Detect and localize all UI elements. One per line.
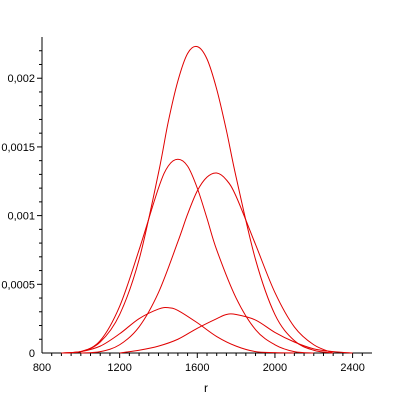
x-tick-label: 1200 [107, 362, 131, 374]
x-tick-label: 2400 [340, 362, 364, 374]
x-tick-label: 2000 [263, 362, 287, 374]
series-line-2 [61, 158, 314, 354]
y-tick-label: 0 [29, 348, 35, 360]
y-ticks: 0 0,0005 0,001 0,0015 0,002 [1, 50, 42, 360]
x-tick-label: 800 [33, 362, 51, 374]
series-line-3 [80, 172, 334, 354]
x-axis-title: r [204, 381, 208, 395]
series-line-1 [61, 45, 334, 354]
y-tick-label: 0,002 [7, 73, 35, 85]
y-tick-label: 0,0005 [1, 279, 35, 291]
curves [61, 45, 353, 354]
series-line-4 [61, 307, 295, 354]
x-tick-label: 1600 [185, 362, 209, 374]
x-ticks: 800 1200 1600 2000 2400 [33, 353, 365, 374]
y-tick-label: 0,0015 [1, 142, 35, 154]
y-tick-label: 0,001 [7, 211, 35, 223]
series-line-5 [119, 313, 353, 354]
